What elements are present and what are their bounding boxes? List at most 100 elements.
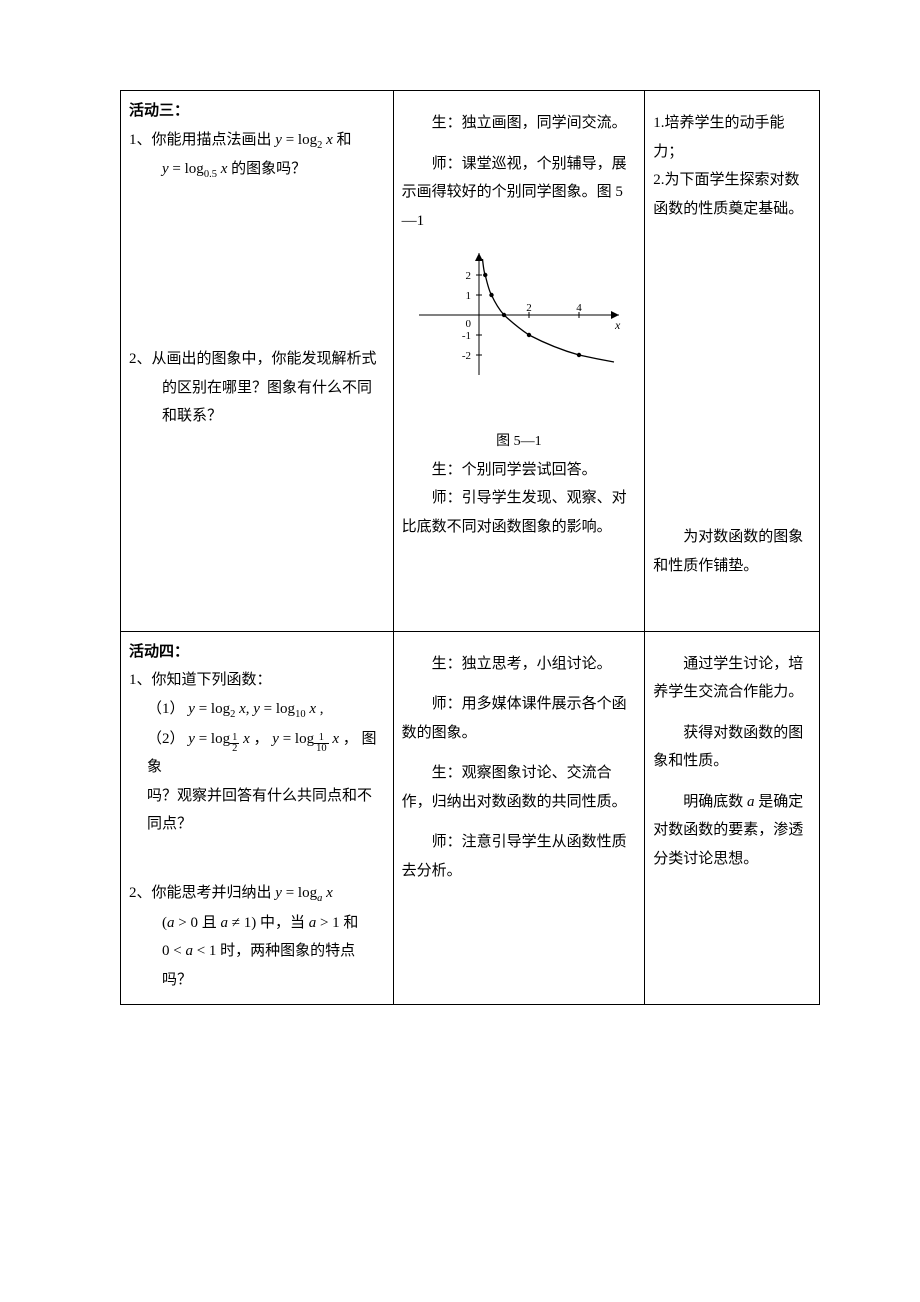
- y-tick-2: 2: [465, 270, 471, 282]
- activity-4-item-1: 1、你知道下列函数：: [129, 666, 385, 695]
- frac-1-2: 12: [230, 733, 239, 755]
- expr-y: y: [272, 731, 279, 747]
- expr-log: = log: [195, 701, 230, 717]
- spacer: [402, 747, 637, 759]
- figure-5-1-caption: 图 5—1: [402, 429, 637, 456]
- purpose-3: 为对数函数的图象和性质作铺垫。: [653, 523, 811, 580]
- text: 1、你能用描点法画出: [129, 132, 275, 148]
- teacher-response-4: 师：注意引导学生从函数性质去分析。: [402, 828, 637, 885]
- expr-x: x: [322, 885, 332, 901]
- spacer: [653, 776, 811, 788]
- expr-x: x: [329, 731, 339, 747]
- expr-x: x: [235, 701, 245, 717]
- activity-4-item-2: 2、你能思考并归纳出 y = loga x: [129, 879, 385, 909]
- expr-y: y: [188, 701, 195, 717]
- point: [527, 333, 531, 337]
- log-curve: [482, 259, 614, 362]
- activity-3-item-1: 1、你能用描点法画出 y = log2 x 和: [129, 126, 385, 156]
- point: [577, 353, 581, 357]
- text: 的图象吗？: [227, 161, 306, 177]
- text: 中，当: [256, 915, 309, 931]
- y-tick-n2: -2: [462, 350, 471, 362]
- expr-log: = log: [282, 885, 317, 901]
- document-page: 活动三： 1、你能用描点法画出 y = log2 x 和 y = log0.5 …: [0, 0, 920, 1105]
- expr-y: y: [275, 885, 282, 901]
- activity-4-sub-2: （2） y = log12 x ， y = log110 x ， 图象: [129, 725, 385, 782]
- spacer: [653, 707, 811, 719]
- expr-x: x: [239, 731, 249, 747]
- expr-sub: 10: [295, 709, 306, 720]
- spacer: [402, 678, 637, 690]
- activity-4-item-2-line2: (a > 0 且 a ≠ 1) 中，当 a > 1 和: [129, 909, 385, 938]
- purpose-6: 明确底数 a 是确定对数函数的要素，渗透分类讨论思想。: [653, 788, 811, 874]
- cell-activity-3-purpose: 1.培养学生的动手能力； 2.为下面学生探索对数函数的性质奠定基础。 为对数函数…: [645, 91, 820, 632]
- point: [483, 273, 487, 277]
- text: 0 <: [162, 943, 185, 959]
- cell-activity-3-interaction: 生：独立画图，同学间交流。 师：课堂巡视，个别辅导，展示画得较好的个别同学图象。…: [393, 91, 645, 632]
- expr-x: x: [322, 132, 332, 148]
- label: （2）: [147, 731, 185, 747]
- expr-x: x: [217, 161, 227, 177]
- spacer: [653, 638, 811, 650]
- cell-activity-4-purpose: 通过学生讨论，培养学生交流合作能力。 获得对数函数的图象和性质。 明确底数 a …: [645, 631, 820, 1004]
- expr-log: = log: [260, 701, 295, 717]
- point: [502, 313, 506, 317]
- y-axis-arrow: [475, 253, 483, 261]
- spacer: [653, 223, 811, 523]
- activity-4-item-2-line3: 0 < a < 1 时，两种图象的特点吗？: [129, 937, 385, 994]
- text: 2、你能思考并归纳出: [129, 885, 275, 901]
- spacer: [129, 839, 385, 879]
- expr-y: y: [253, 701, 260, 717]
- purpose-2: 2.为下面学生探索对数函数的性质奠定基础。: [653, 166, 811, 223]
- activity-3-item-1-line2: y = log0.5 x 的图象吗？: [129, 155, 385, 185]
- expr-log: = log: [282, 132, 317, 148]
- activity-4-item-1-tail: 吗？观察并回答有什么共同点和不同点？: [129, 782, 385, 839]
- x-tick-4: 4: [576, 302, 582, 314]
- expr-a: a: [167, 915, 175, 931]
- graph-group: 2 4 x 2 1 0 -1 -2: [419, 253, 621, 375]
- cell-activity-3-content: 活动三： 1、你能用描点法画出 y = log2 x 和 y = log0.5 …: [121, 91, 394, 632]
- text: > 1 和: [316, 915, 358, 931]
- text: ≠ 1): [228, 915, 256, 931]
- expr-y: y: [188, 731, 195, 747]
- cell-activity-4-content: 活动四： 1、你知道下列函数： （1） y = log2 x, y = log1…: [121, 631, 394, 1004]
- denom: 10: [314, 744, 329, 755]
- purpose-5: 获得对数函数的图象和性质。: [653, 719, 811, 776]
- student-response-1: 生：独立画图，同学间交流。: [402, 109, 637, 138]
- x-axis-label: x: [614, 318, 621, 332]
- cell-activity-4-interaction: 生：独立思考，小组讨论。 师：用多媒体课件展示各个函数的图象。 生：观察图象讨论…: [393, 631, 645, 1004]
- frac-1-10: 110: [314, 733, 329, 755]
- expr-a: a: [185, 943, 193, 959]
- spacer: [402, 385, 637, 425]
- student-response-2: 生：个别同学尝试回答。: [402, 456, 637, 485]
- sep: ，: [250, 731, 269, 747]
- y-tick-1: 1: [465, 290, 471, 302]
- student-response-3: 生：独立思考，小组讨论。: [402, 650, 637, 679]
- expr-sub: 0.5: [204, 169, 217, 180]
- expr-log: = log: [195, 731, 230, 747]
- expr-x: x: [306, 701, 316, 717]
- expr-log: = log: [169, 161, 204, 177]
- text: 明确底数: [683, 794, 747, 810]
- teacher-response-2: 师：引导学生发现、观察、对比底数不同对函数图象的影响。: [402, 484, 637, 541]
- y-tick-0: 0: [465, 318, 471, 330]
- log-graph-svg: 2 4 x 2 1 0 -1 -2: [409, 245, 629, 385]
- y-tick-n1: -1: [462, 330, 471, 342]
- purpose-4: 通过学生讨论，培养学生交流合作能力。: [653, 650, 811, 707]
- activity-4-heading: 活动四：: [129, 638, 385, 667]
- expr-log: = log: [279, 731, 314, 747]
- expr-y: y: [162, 161, 169, 177]
- spacer: [129, 431, 385, 621]
- text: ,: [316, 701, 324, 717]
- figure-5-1: 2 4 x 2 1 0 -1 -2: [402, 245, 637, 385]
- lesson-plan-table: 活动三： 1、你能用描点法画出 y = log2 x 和 y = log0.5 …: [120, 90, 820, 1005]
- denom: 2: [230, 744, 239, 755]
- expr-a: a: [747, 794, 755, 810]
- spacer: [402, 816, 637, 828]
- spacer: [129, 185, 385, 345]
- label: （1）: [147, 701, 185, 717]
- expr-y: y: [275, 132, 282, 148]
- spacer: [402, 97, 637, 109]
- x-tick-2: 2: [526, 302, 532, 314]
- teacher-response-3: 师：用多媒体课件展示各个函数的图象。: [402, 690, 637, 747]
